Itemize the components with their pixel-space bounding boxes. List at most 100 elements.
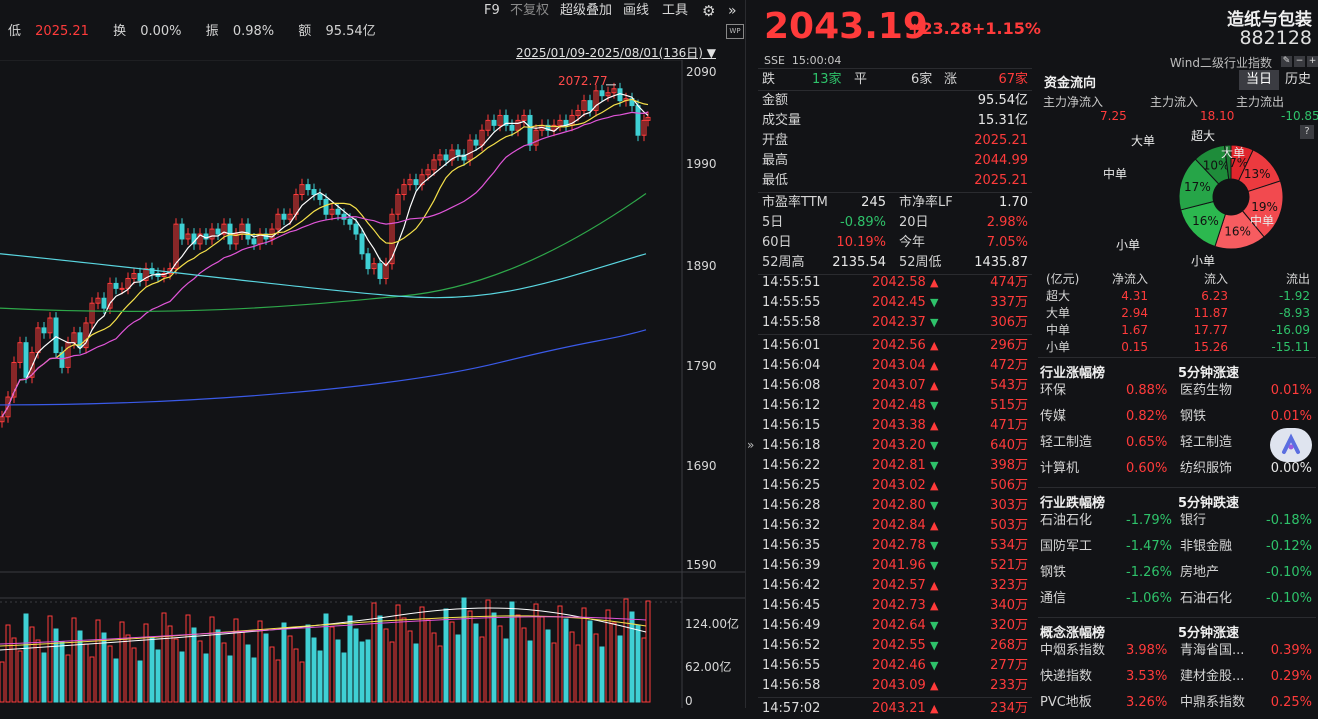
rank-row[interactable]: 钢铁 -1.26% 房地产 -0.10% <box>1036 560 1318 586</box>
candle-body <box>497 114 503 126</box>
volume-bar <box>449 621 455 703</box>
rank-row[interactable]: 中烟系指数 3.98% 青海省国... 0.39% <box>1036 638 1318 664</box>
rank-name[interactable]: 轻工制造 <box>1180 435 1233 450</box>
flow-table-header: (亿元) 净流入 流入 流出 <box>1036 271 1318 288</box>
f9-button[interactable]: F9 <box>484 3 500 18</box>
rank-name[interactable]: 传媒 <box>1040 409 1067 424</box>
minus-icon[interactable]: − <box>1294 56 1305 67</box>
volume-bar <box>335 639 341 703</box>
up-label: 涨 <box>944 72 958 87</box>
tick-price: 2042.73 <box>872 598 926 613</box>
gear-icon[interactable]: ⚙ <box>702 2 716 20</box>
rank-row[interactable]: 计算机 0.60% 纺织服饰 0.00% <box>1036 456 1318 482</box>
tick-price: 2042.57 <box>872 578 926 593</box>
volume-bar <box>581 607 587 703</box>
volume-bar <box>347 615 353 703</box>
rank-name[interactable]: 中烟系指数 <box>1040 643 1106 658</box>
volume-bar <box>413 643 419 703</box>
rank-name[interactable]: 计算机 <box>1040 461 1080 476</box>
rank-name[interactable]: 银行 <box>1180 513 1207 528</box>
candle-body <box>593 90 599 112</box>
date-range-selector[interactable]: 2025/01/09-2025/08/01(136日) ▼ <box>516 46 716 60</box>
rank-pct: 3.53% <box>1126 669 1168 684</box>
rank-name[interactable]: 快递指数 <box>1040 669 1093 684</box>
stat-value: 2.98% <box>986 215 1028 230</box>
ma250-line <box>0 329 647 406</box>
volume-bar <box>155 649 161 703</box>
assistant-float-button[interactable] <box>1270 428 1312 462</box>
tools-button[interactable]: 工具 <box>662 3 689 18</box>
rank-row[interactable]: 石油石化 -1.79% 银行 -0.18% <box>1036 508 1318 534</box>
rank-name[interactable]: 青海省国... <box>1180 643 1245 658</box>
edit-icon[interactable]: ✎ <box>1281 56 1292 67</box>
stat-value: 15.31亿 <box>977 113 1028 128</box>
wp-badge-icon[interactable]: WP <box>726 24 744 39</box>
pie-label-mid-right: 中单 <box>1250 214 1275 228</box>
tab-today[interactable]: 当日 <box>1239 70 1279 90</box>
divider <box>758 334 1032 335</box>
tick-row: 14:56:39 2041.96 ▼ 521万 <box>756 556 1032 576</box>
expand-panel-button[interactable]: » <box>747 438 755 452</box>
rank-name[interactable]: 国防军工 <box>1040 539 1093 554</box>
rank-name[interactable]: 非银金融 <box>1180 539 1233 554</box>
plus-icon[interactable]: + <box>1307 56 1318 67</box>
volume-bar <box>59 641 65 703</box>
tick-price: 2042.46 <box>872 658 926 673</box>
candle-body <box>437 154 443 161</box>
volume-bar <box>299 661 305 703</box>
help-icon[interactable]: ? <box>1300 125 1314 139</box>
rank-name[interactable]: 石油石化 <box>1040 513 1093 528</box>
rank-name[interactable]: 建材金股... <box>1180 669 1245 684</box>
panel-divider[interactable] <box>745 0 746 708</box>
candle-body <box>101 297 107 309</box>
rank-name[interactable]: 房地产 <box>1180 565 1220 580</box>
tick-price: 2043.38 <box>872 418 926 433</box>
tick-volume: 472万 <box>990 358 1028 373</box>
tick-time: 14:56:12 <box>762 398 821 413</box>
rank-row[interactable]: 环保 0.88% 医药生物 0.01% <box>1036 378 1318 404</box>
candle-body <box>629 98 635 107</box>
no-adjust-button[interactable]: 不复权 <box>510 3 550 18</box>
price-change: +23.28 <box>908 19 973 38</box>
candle-body <box>53 317 59 354</box>
candle-body <box>29 352 35 378</box>
tick-time: 14:56:58 <box>762 678 821 693</box>
rank-row[interactable]: 传媒 0.82% 钢铁 0.01% <box>1036 404 1318 430</box>
candle-body <box>173 223 179 270</box>
stat-value: 2044.99 <box>974 153 1028 168</box>
volume-bar <box>401 617 407 703</box>
rank-name[interactable]: 中鼎系指数 <box>1180 695 1246 710</box>
pie-label-small-bottom: 小单 <box>1191 254 1216 268</box>
draw-line-button[interactable]: 画线 <box>623 3 650 18</box>
ma60-line <box>0 193 647 313</box>
kline-chart[interactable] <box>0 60 746 708</box>
rank-name[interactable]: PVC地板 <box>1040 695 1092 710</box>
tick-volume: 398万 <box>990 458 1028 473</box>
volume-bar <box>137 660 143 703</box>
rank-name[interactable]: 环保 <box>1040 383 1067 398</box>
rank-name[interactable]: 石油石化 <box>1180 591 1233 606</box>
rank-row[interactable]: 国防军工 -1.47% 非银金融 -0.12% <box>1036 534 1318 560</box>
rank-name[interactable]: 钢铁 <box>1040 565 1067 580</box>
kline-panel[interactable]: F9 不复权 超级叠加 画线 工具 ⚙ » 低 2025.21 换 0.00% … <box>0 0 746 708</box>
rank-row[interactable]: PVC地板 3.26% 中鼎系指数 0.25% <box>1036 690 1318 716</box>
rank-pct: 0.60% <box>1126 461 1168 476</box>
stat-row: 市盈率TTM 245 市净率LF 1.70 <box>756 193 1032 213</box>
rank-row[interactable]: 通信 -1.06% 石油石化 -0.10% <box>1036 586 1318 612</box>
rank-row[interactable]: 快递指数 3.53% 建材金股... 0.29% <box>1036 664 1318 690</box>
tab-history[interactable]: 历史 <box>1284 72 1311 87</box>
more-button[interactable]: » <box>728 3 737 19</box>
tick-time: 14:56:28 <box>762 498 821 513</box>
super-overlay-button[interactable]: 超级叠加 <box>560 3 613 18</box>
candle-body <box>611 88 617 94</box>
rank-name[interactable]: 通信 <box>1040 591 1067 606</box>
flow-row-net: 1.67 <box>1121 323 1148 337</box>
rank-name[interactable]: 钢铁 <box>1180 409 1207 424</box>
rank-name[interactable]: 轻工制造 <box>1040 435 1093 450</box>
candle-body <box>107 282 113 309</box>
candle-body <box>395 194 401 215</box>
stat-row: 60日 10.19% 今年 7.05% <box>756 233 1032 253</box>
rank-name[interactable]: 纺织服饰 <box>1180 461 1233 476</box>
rank-name[interactable]: 医药生物 <box>1180 383 1233 398</box>
